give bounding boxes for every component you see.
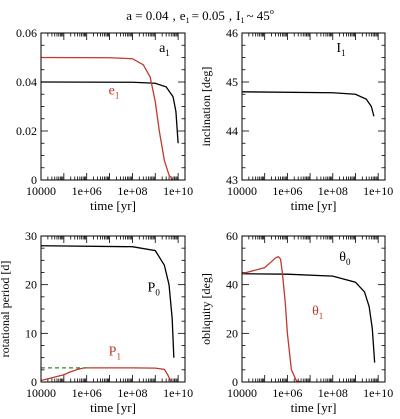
series-label-subscript: 1 bbox=[319, 311, 324, 321]
x-tick-label: 1e+06 bbox=[72, 386, 102, 400]
x-tick-label: 1e+08 bbox=[117, 386, 147, 400]
series-label: P1 bbox=[109, 345, 121, 362]
series-label-name: a bbox=[159, 41, 166, 56]
chart-panel-2: 43 44 45 46 10000 1e+06 1e+08 1e+10 time [yr] inc… bbox=[199, 26, 393, 213]
x-tick-label: 1e+06 bbox=[72, 184, 102, 198]
y-tick-label: 0 bbox=[232, 375, 238, 389]
x-tick-label: 1e+06 bbox=[272, 386, 302, 400]
plot-frame bbox=[40, 32, 186, 181]
x-tick-label: 1e+10 bbox=[163, 184, 193, 198]
series-label-subscript: 0 bbox=[346, 257, 351, 267]
series-label: θ1 bbox=[312, 304, 323, 321]
title-separator-2: , bbox=[229, 8, 232, 23]
series-label-name: θ bbox=[312, 304, 319, 319]
title-e-value: = 0.05 bbox=[192, 8, 225, 23]
series-line-P1 bbox=[41, 367, 172, 382]
x-tick-label: 1e+10 bbox=[363, 184, 393, 198]
series-label-subscript: 1 bbox=[115, 91, 120, 101]
series-line-e1 bbox=[41, 56, 174, 180]
y-tick-label: 60 bbox=[226, 229, 238, 243]
x-tick-label: 1e+06 bbox=[272, 184, 302, 198]
title-a: a = 0.04 bbox=[126, 8, 169, 23]
y-tick-label: 43 bbox=[226, 173, 238, 187]
x-tick-label: 1e+08 bbox=[318, 386, 348, 400]
y-tick-label: 44 bbox=[226, 124, 238, 138]
x-tick-label: 1e+10 bbox=[163, 386, 193, 400]
y-axis-label: obliquity [deg] bbox=[199, 273, 213, 345]
x-tick-label: 1e+08 bbox=[318, 184, 348, 198]
y-tick-label: 0.04 bbox=[16, 75, 37, 89]
series-line-θ1 bbox=[242, 255, 302, 382]
series-label-name: e bbox=[109, 84, 115, 99]
chart-panel-1: 0 0.02 0.04 0.06 10000 1e+06 1e+08 1e+10 time [y… bbox=[16, 26, 193, 213]
x-tick-label: 10000 bbox=[227, 184, 257, 198]
y-tick-label: 30 bbox=[25, 229, 37, 243]
title-e-subscript: 1 bbox=[186, 16, 190, 25]
y-tick-label: 45 bbox=[226, 75, 238, 89]
series-label-subscript: 1 bbox=[116, 352, 121, 362]
x-tick-label: 10000 bbox=[227, 386, 257, 400]
x-tick-label: 1e+08 bbox=[117, 184, 147, 198]
x-axis-label: time [yr] bbox=[291, 400, 337, 415]
x-tick-label: 10000 bbox=[26, 386, 56, 400]
title-e: e bbox=[180, 8, 186, 23]
series-label-subscript: 1 bbox=[165, 48, 170, 58]
plot-frame bbox=[40, 235, 186, 383]
y-tick-label: 20 bbox=[226, 326, 238, 340]
series-label: I1 bbox=[336, 41, 345, 58]
x-tick-label: 10000 bbox=[26, 184, 56, 198]
x-tick-label: 1e+10 bbox=[363, 386, 393, 400]
title-degree-superscript: o bbox=[270, 7, 274, 16]
x-axis-label: time [yr] bbox=[90, 400, 136, 415]
series-label: e1 bbox=[109, 84, 120, 101]
y-axis-label: inclination [deg] bbox=[199, 67, 213, 147]
series-label-subscript: 1 bbox=[341, 48, 346, 58]
plot-frame bbox=[241, 32, 386, 181]
title-separator-1: , bbox=[173, 8, 176, 23]
y-axis-label: rotational period [d] bbox=[0, 261, 12, 358]
y-tick-label: 0.06 bbox=[16, 26, 37, 40]
plot-frame bbox=[241, 235, 386, 383]
series-label-name: P bbox=[109, 345, 117, 360]
y-tick-label: 0.02 bbox=[16, 124, 37, 138]
figure-title: a = 0.04, e1 = 0.05, I1 ~ 45o bbox=[126, 7, 274, 25]
x-axis-label: time [yr] bbox=[291, 198, 337, 213]
series-label-subscript: 0 bbox=[155, 287, 160, 297]
title-I-subscript: 1 bbox=[241, 16, 245, 25]
series-label: θ0 bbox=[339, 250, 351, 267]
title-I: I bbox=[236, 8, 240, 23]
y-tick-label: 0 bbox=[31, 173, 37, 187]
y-tick-label: 0 bbox=[31, 375, 37, 389]
series-label-name: θ bbox=[339, 250, 346, 265]
series-line-θ0 bbox=[242, 273, 376, 363]
x-axis-label: time [yr] bbox=[90, 198, 136, 213]
series-line-I1 bbox=[242, 91, 375, 117]
series-label: a1 bbox=[159, 41, 170, 58]
series-line-P0 bbox=[41, 245, 175, 358]
title-I-value: ~ 45 bbox=[247, 8, 270, 23]
y-tick-label: 40 bbox=[226, 278, 238, 292]
series-line-a1 bbox=[41, 81, 179, 144]
series-label-name: I bbox=[336, 41, 341, 56]
series-label: P0 bbox=[148, 280, 161, 297]
series-label-name: P bbox=[148, 280, 156, 295]
y-tick-label: 20 bbox=[25, 278, 37, 292]
chart-panel-4: 0 20 40 60 10000 1e+06 1e+08 1e+10 time [yr] obli… bbox=[199, 229, 393, 415]
y-tick-label: 46 bbox=[226, 26, 238, 40]
y-tick-label: 10 bbox=[25, 326, 37, 340]
